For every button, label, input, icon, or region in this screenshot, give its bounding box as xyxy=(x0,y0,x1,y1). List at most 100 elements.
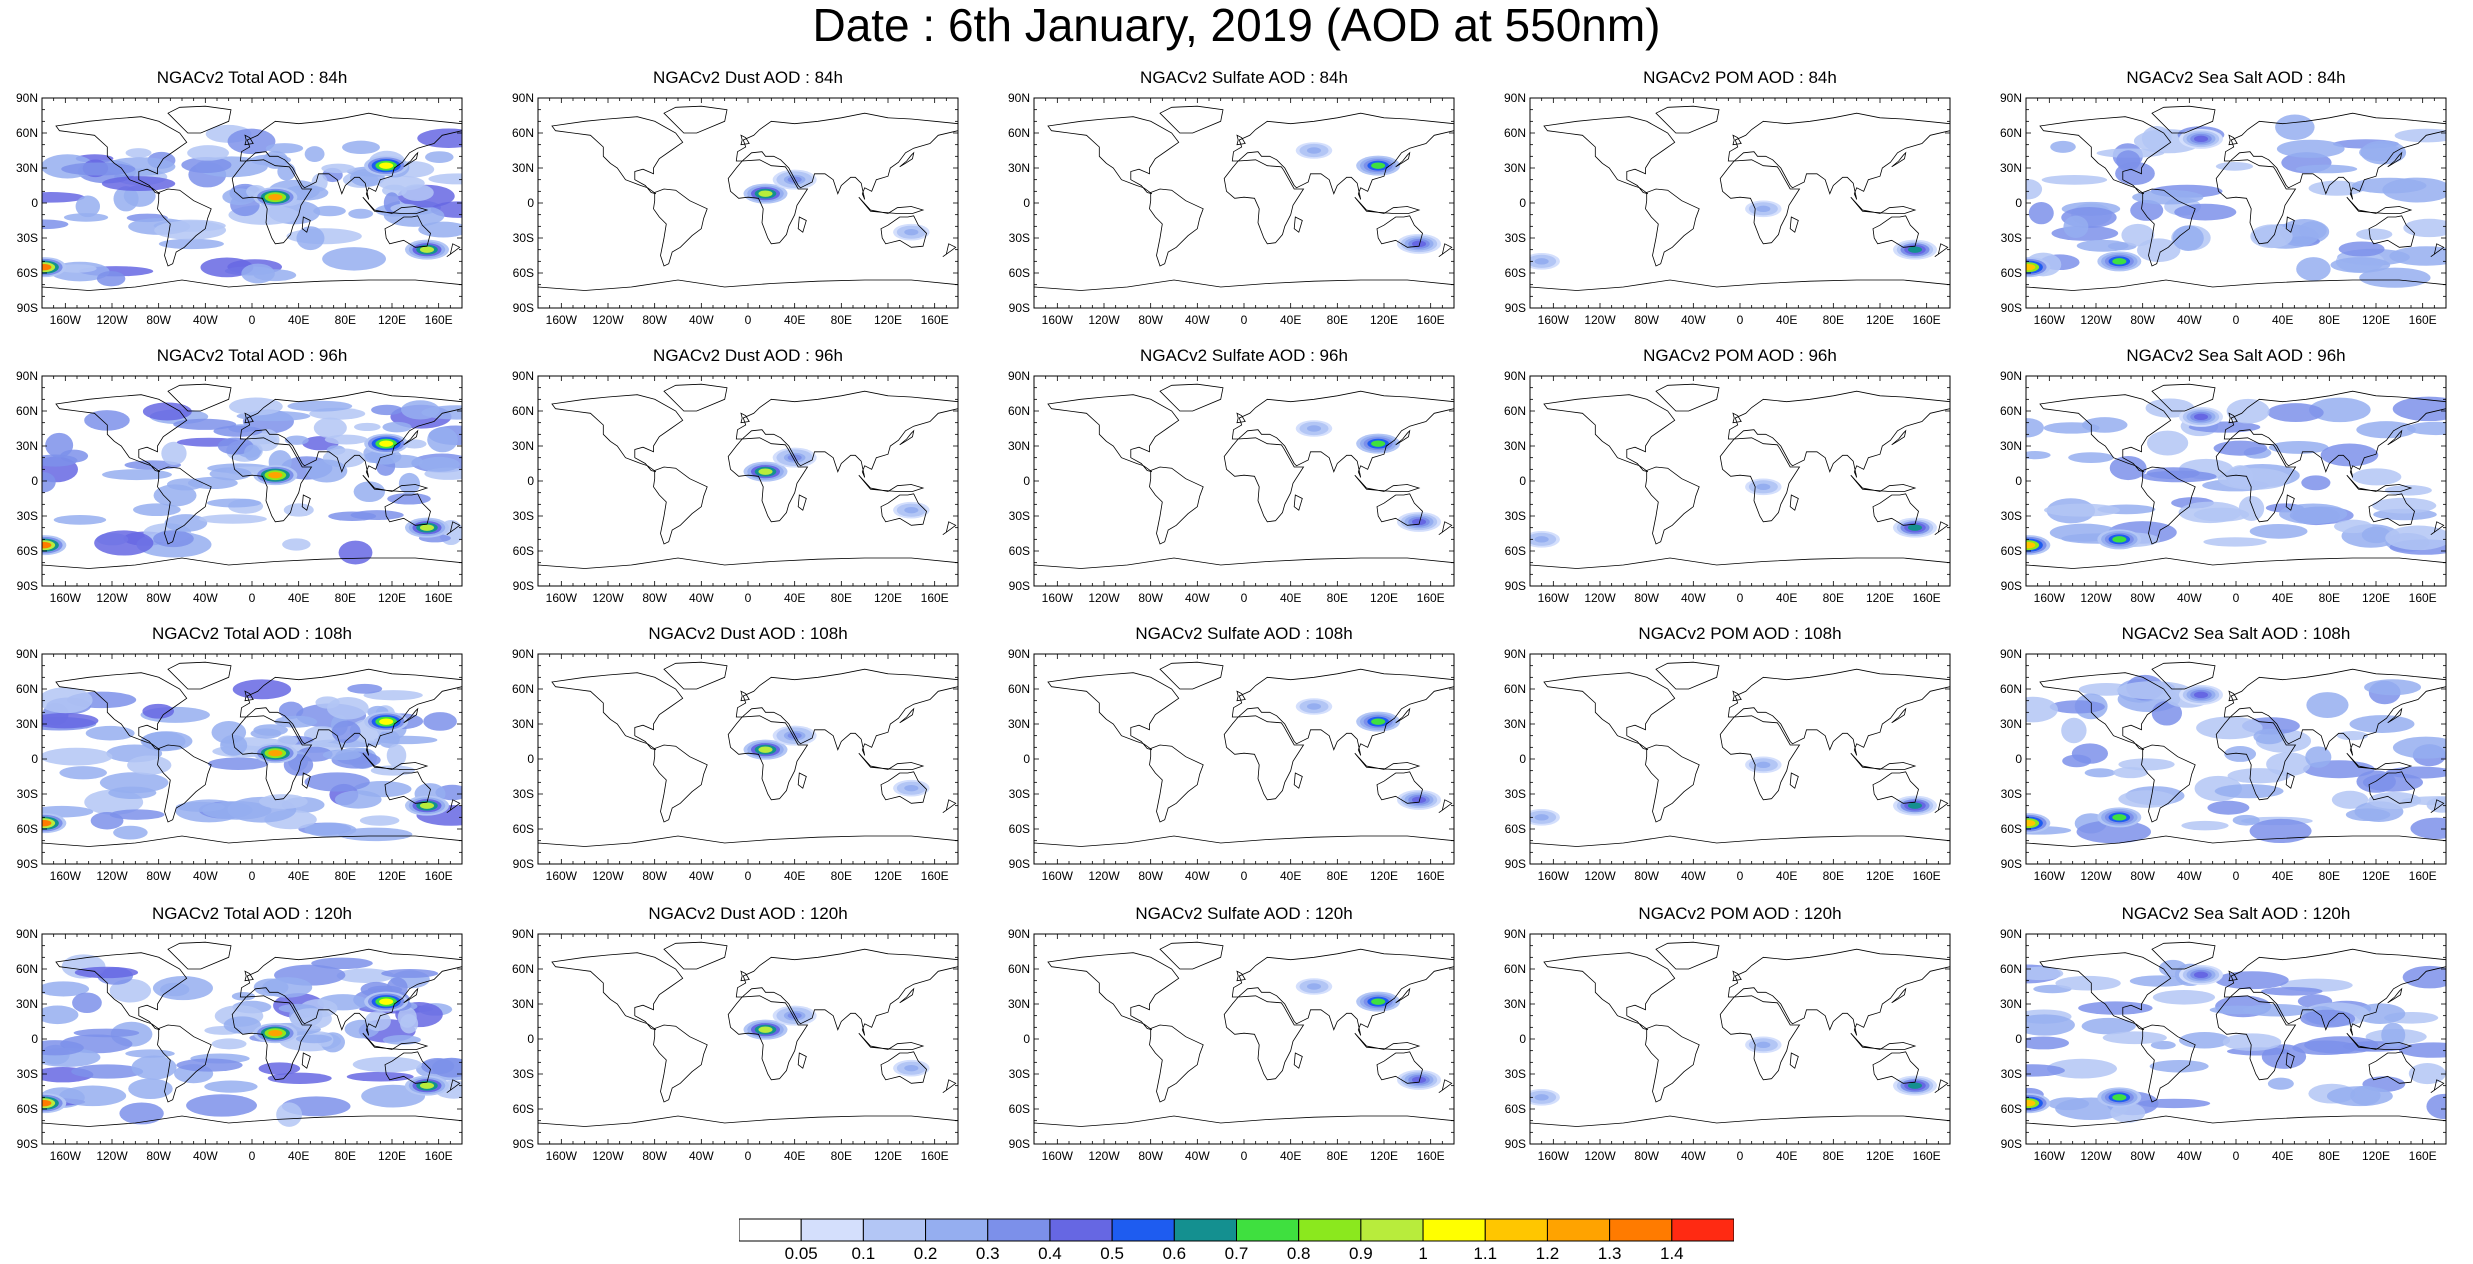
aod-hotspot xyxy=(1907,246,1923,253)
aod-blob xyxy=(2249,818,2312,844)
coastline xyxy=(797,772,807,789)
coastline xyxy=(167,941,232,970)
coastline xyxy=(1934,1079,1949,1094)
lon-tick-label: 120E xyxy=(378,869,406,883)
coastlines xyxy=(538,105,958,308)
coastline xyxy=(2223,948,2446,1036)
aod-blob xyxy=(2151,700,2183,726)
lon-tick-label: 0 xyxy=(1737,1149,1744,1163)
aod-blob xyxy=(306,459,348,483)
aod-hotspot xyxy=(2112,536,2127,543)
map-panel-sulfate-120h: NGACv2 Sulfate AOD : 120h 160W 120W 80W 40W 0… xyxy=(1008,904,1455,1163)
lon-tick-label: 120W xyxy=(96,591,128,605)
lat-tick-label: 30N xyxy=(1007,161,1030,175)
aod-blob xyxy=(2410,817,2446,840)
lat-tick-label: 90S xyxy=(1008,579,1030,593)
colorbar-label: 0.7 xyxy=(1224,1244,1249,1263)
colorbar-label: 1.4 xyxy=(1659,1244,1684,1263)
lon-tick-label: 80E xyxy=(1327,1149,1348,1163)
map-svg: 160W 120W 80W 40W 0 40E 80E 120E 160E xyxy=(1529,97,1951,327)
aod-blob xyxy=(353,481,386,503)
coastline xyxy=(2228,412,2238,424)
lon-tick-label: 80W xyxy=(642,1149,667,1163)
lon-tick-label: 0 xyxy=(745,1149,752,1163)
panel-title: NGACv2 Dust AOD : 120h xyxy=(648,904,848,923)
aod-field xyxy=(2026,959,2446,1123)
tick-marks xyxy=(2025,97,2447,309)
coastline xyxy=(551,672,684,751)
panel-title: NGACv2 Sea Salt AOD : 96h xyxy=(2126,346,2346,365)
aod-blob xyxy=(2275,114,2315,140)
aod-blob xyxy=(128,1078,173,1099)
lon-tick-label: 40W xyxy=(689,313,714,327)
aod-blob xyxy=(2326,1086,2393,1107)
coastlines xyxy=(1530,105,1950,308)
lon-tick-label: 120W xyxy=(592,591,624,605)
lat-tick-label: 90S xyxy=(1504,301,1526,315)
lat-tick-label: 30S xyxy=(2000,509,2022,523)
lon-tick-label: 160W xyxy=(50,313,82,327)
lon-tick-label: 0 xyxy=(249,869,256,883)
map-svg: 160W 120W 80W 40W 0 40E 80E 120E 160E xyxy=(1529,653,1951,883)
coastline xyxy=(157,188,212,267)
lat-tick-label: 30S xyxy=(512,509,534,523)
lon-tick-label: 80E xyxy=(831,313,852,327)
coastline xyxy=(1872,215,1919,248)
coastline xyxy=(446,521,461,536)
coastline xyxy=(727,715,809,801)
map-panel-dust-120h: NGACv2 Dust AOD : 120h 160W 120W 80W 40W 0 40E… xyxy=(512,904,959,1163)
aod-hotspot xyxy=(42,541,52,549)
coastline xyxy=(1543,672,1676,751)
coastline xyxy=(1850,752,1917,770)
lon-tick-label: 40E xyxy=(1776,313,1797,327)
aod-hotspot xyxy=(1756,761,1771,769)
coastline xyxy=(538,557,958,586)
coastline xyxy=(858,196,925,214)
colorbar-label: 0.2 xyxy=(913,1244,938,1263)
coastline xyxy=(1719,995,1801,1081)
coastline xyxy=(551,952,684,1031)
coastline xyxy=(1655,941,1720,970)
aod-blob xyxy=(2300,1009,2356,1028)
lat-tick-label: 30S xyxy=(1008,509,1030,523)
aod-blob xyxy=(42,1005,79,1025)
lat-tick-label: 30N xyxy=(1999,161,2022,175)
aod-hotspot xyxy=(1756,205,1771,213)
lon-tick-label: 80W xyxy=(146,591,171,605)
aod-blob xyxy=(175,801,225,812)
lat-tick-label: 30S xyxy=(2000,787,2022,801)
lon-tick-label: 80W xyxy=(146,1149,171,1163)
coastline xyxy=(2223,112,2446,200)
lon-tick-label: 80W xyxy=(146,869,171,883)
aod-field xyxy=(743,1005,930,1077)
aod-blob xyxy=(59,766,108,780)
aod-blob xyxy=(2394,128,2446,143)
lat-tick-label: 30N xyxy=(1007,717,1030,731)
aod-blob xyxy=(2333,519,2373,534)
aod-blob xyxy=(2149,1059,2209,1073)
aod-blob xyxy=(244,444,261,461)
lat-tick-label: 30S xyxy=(1008,231,1030,245)
coastline xyxy=(663,941,728,970)
aod-blob xyxy=(232,679,292,700)
lon-tick-label: 40E xyxy=(1280,313,1301,327)
coastline xyxy=(1645,744,1700,823)
lon-tick-label: 120W xyxy=(1584,313,1616,327)
aod-blob xyxy=(2213,440,2268,456)
coastline xyxy=(2387,707,2403,724)
coastline xyxy=(663,661,728,690)
coastline xyxy=(2430,521,2445,536)
lat-tick-label: 60S xyxy=(512,266,534,280)
aod-blob xyxy=(94,530,154,556)
aod-blob xyxy=(2392,736,2446,759)
aod-blob xyxy=(2385,525,2446,551)
lon-tick-label: 40E xyxy=(784,869,805,883)
lon-tick-label: 80E xyxy=(1823,869,1844,883)
aod-blob xyxy=(72,992,102,1014)
coastline xyxy=(1530,557,1950,586)
map-svg: 160W 120W 80W 40W 0 40E 80E 120E 160E xyxy=(2025,97,2447,327)
lon-tick-label: 160W xyxy=(50,591,82,605)
aod-hotspot xyxy=(1411,518,1427,526)
aod-field xyxy=(1530,1036,1937,1106)
coastline xyxy=(2387,429,2403,446)
